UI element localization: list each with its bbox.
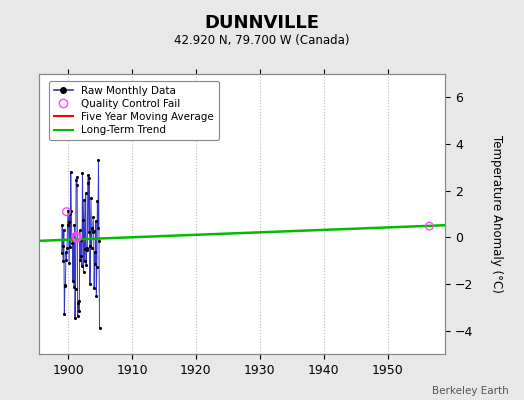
Point xyxy=(66,243,74,250)
Point xyxy=(95,325,104,332)
Point xyxy=(61,282,70,288)
Point xyxy=(79,269,88,276)
Point xyxy=(84,180,92,186)
Point xyxy=(63,245,71,251)
Point xyxy=(85,229,93,236)
Point xyxy=(91,249,99,256)
Point xyxy=(69,231,78,238)
Point xyxy=(91,260,100,267)
Point xyxy=(64,219,73,226)
Point xyxy=(86,281,94,288)
Point xyxy=(94,157,103,163)
Point xyxy=(76,257,84,264)
Point xyxy=(78,170,86,176)
Point xyxy=(73,234,81,240)
Point xyxy=(60,226,68,233)
Point xyxy=(78,262,86,269)
Point xyxy=(71,314,79,321)
Point xyxy=(87,194,95,201)
Point xyxy=(95,238,103,244)
Point xyxy=(84,172,93,178)
Point xyxy=(93,198,102,204)
Point xyxy=(79,217,87,223)
Point xyxy=(83,246,92,253)
Point xyxy=(75,308,83,314)
Point xyxy=(67,169,75,176)
Point xyxy=(92,217,100,224)
Point xyxy=(66,211,74,218)
Point xyxy=(74,299,82,306)
Point xyxy=(94,225,102,231)
Point xyxy=(72,233,80,239)
Point xyxy=(62,256,71,263)
Point xyxy=(81,190,90,196)
Point xyxy=(77,252,85,259)
Point xyxy=(70,222,79,228)
Point xyxy=(72,177,80,183)
Point xyxy=(80,258,89,265)
Point xyxy=(74,297,83,304)
Point xyxy=(65,260,73,266)
Point xyxy=(80,197,88,203)
Point xyxy=(63,222,72,228)
Point xyxy=(72,235,81,242)
Point xyxy=(73,182,81,189)
Legend: Raw Monthly Data, Quality Control Fail, Five Year Moving Average, Long-Term Tren: Raw Monthly Data, Quality Control Fail, … xyxy=(49,81,219,140)
Text: DUNNVILLE: DUNNVILLE xyxy=(204,14,320,32)
Point xyxy=(90,228,98,235)
Point xyxy=(81,245,89,252)
Point xyxy=(85,174,94,181)
Point xyxy=(67,208,75,214)
Point xyxy=(68,236,76,242)
Point xyxy=(59,258,68,264)
Point xyxy=(61,282,69,289)
Point xyxy=(77,236,85,243)
Point xyxy=(82,262,91,268)
Point xyxy=(71,286,80,292)
Text: 42.920 N, 79.700 W (Canada): 42.920 N, 79.700 W (Canada) xyxy=(174,34,350,47)
Point xyxy=(425,223,433,229)
Point xyxy=(60,310,69,317)
Point xyxy=(73,312,82,319)
Point xyxy=(58,250,66,256)
Point xyxy=(83,245,91,251)
Point xyxy=(72,174,81,180)
Point xyxy=(62,208,71,215)
Point xyxy=(89,229,97,236)
Point xyxy=(64,208,72,214)
Y-axis label: Temperature Anomaly (°C): Temperature Anomaly (°C) xyxy=(490,135,503,293)
Point xyxy=(90,285,99,291)
Point xyxy=(70,284,78,291)
Point xyxy=(59,243,67,250)
Point xyxy=(92,293,101,300)
Point xyxy=(69,278,77,284)
Point xyxy=(86,243,95,249)
Text: Berkeley Earth: Berkeley Earth xyxy=(432,386,508,396)
Point xyxy=(89,214,97,221)
Point xyxy=(58,222,67,229)
Point xyxy=(68,240,77,246)
Point xyxy=(62,249,70,256)
Point xyxy=(88,225,96,232)
Point xyxy=(93,264,101,270)
Point xyxy=(88,244,96,251)
Point xyxy=(75,227,84,233)
